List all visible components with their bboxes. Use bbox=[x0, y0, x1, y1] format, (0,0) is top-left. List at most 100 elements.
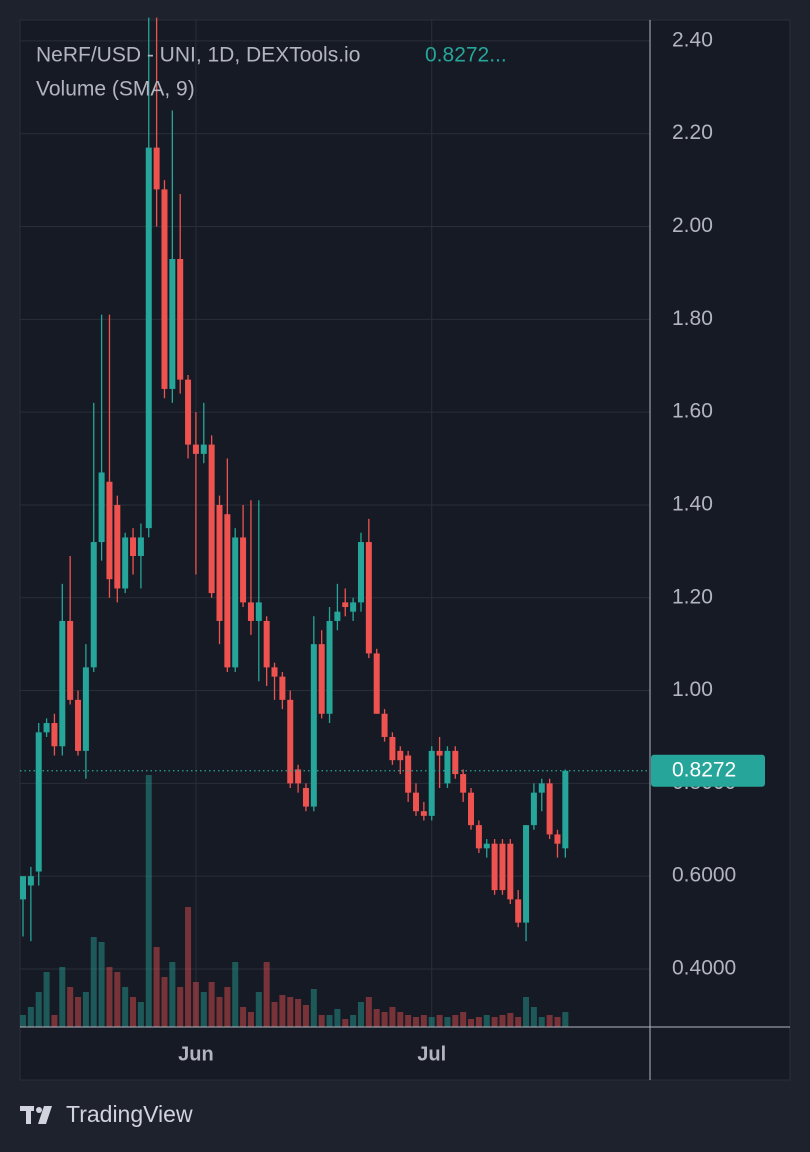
candle-body bbox=[334, 611, 341, 621]
volume-bar bbox=[334, 1009, 341, 1027]
volume-bar bbox=[405, 1015, 412, 1027]
volume-bar bbox=[302, 1005, 309, 1027]
candle-body bbox=[216, 504, 223, 621]
volume-bar bbox=[82, 992, 89, 1027]
candle-body bbox=[413, 792, 419, 812]
volume-bar bbox=[287, 997, 294, 1027]
candle-body bbox=[507, 843, 514, 900]
volume-bar bbox=[67, 987, 74, 1027]
candle-body bbox=[468, 792, 475, 826]
candle-body bbox=[475, 825, 482, 849]
candle-body bbox=[515, 899, 522, 923]
y-tick-label: 0.4000 bbox=[672, 957, 736, 980]
brand-logo bbox=[20, 1106, 52, 1124]
volume-bar bbox=[51, 1015, 58, 1027]
y-tick-label: 1.60 bbox=[672, 400, 713, 423]
candle-body bbox=[185, 379, 192, 445]
y-tick-label: 2.00 bbox=[672, 214, 713, 237]
volume-bar bbox=[271, 1002, 278, 1027]
candle-body bbox=[232, 537, 239, 668]
candle-body bbox=[546, 783, 553, 835]
candle-body bbox=[538, 783, 545, 793]
candle-body bbox=[530, 792, 537, 826]
candle-body bbox=[59, 620, 66, 747]
candle-body bbox=[523, 825, 530, 923]
volume-bar bbox=[554, 1017, 561, 1027]
candle-body bbox=[177, 258, 184, 380]
candle-body bbox=[82, 667, 89, 751]
volume-bar bbox=[491, 1017, 498, 1027]
candle-body bbox=[43, 723, 50, 733]
volume-bar bbox=[538, 1017, 545, 1027]
candle-body bbox=[27, 876, 34, 886]
volume-bar bbox=[428, 1017, 435, 1027]
y-tick-label: 2.20 bbox=[672, 121, 713, 144]
candle-body bbox=[452, 750, 459, 775]
candle-body bbox=[35, 732, 42, 872]
volume-bar bbox=[161, 977, 168, 1027]
volume-bar bbox=[240, 1007, 247, 1027]
candle-body bbox=[255, 602, 262, 621]
candle-body bbox=[67, 620, 74, 700]
candle-body bbox=[491, 843, 498, 891]
candle-body bbox=[263, 620, 270, 668]
candle-body bbox=[130, 537, 137, 556]
volume-bar bbox=[460, 1012, 467, 1027]
volume-bar bbox=[318, 1015, 325, 1027]
volume-bar bbox=[43, 972, 50, 1027]
volume-bar bbox=[468, 1019, 475, 1027]
y-tick-label: 2.40 bbox=[672, 28, 713, 51]
candle-body bbox=[460, 774, 467, 793]
brand-name: TradingView bbox=[66, 1101, 193, 1127]
volume-bar bbox=[562, 1012, 569, 1027]
candle-body bbox=[373, 653, 380, 714]
volume-label: Volume (SMA, 9) bbox=[36, 78, 195, 101]
volume-bar bbox=[255, 992, 262, 1027]
volume-bar bbox=[499, 1015, 506, 1027]
candle-body bbox=[279, 676, 286, 700]
candle-body bbox=[192, 444, 199, 454]
candle-body bbox=[200, 444, 207, 454]
volume-bar bbox=[122, 987, 129, 1027]
candle-body bbox=[169, 258, 176, 389]
volume-bar bbox=[310, 989, 317, 1027]
volume-bar bbox=[27, 1007, 34, 1027]
candle-body bbox=[114, 504, 121, 589]
volume-bar bbox=[452, 1015, 459, 1027]
volume-bar bbox=[342, 1019, 349, 1027]
volume-bar bbox=[326, 1015, 333, 1027]
x-tick-label: Jun bbox=[178, 1043, 214, 1065]
volume-bar bbox=[413, 1017, 419, 1027]
volume-bar bbox=[295, 999, 302, 1027]
volume-bar bbox=[389, 1007, 396, 1027]
volume-bar bbox=[247, 1012, 254, 1027]
y-tick-label: 1.80 bbox=[672, 307, 713, 330]
volume-bar bbox=[59, 967, 66, 1027]
volume-bar bbox=[507, 1013, 514, 1027]
volume-bar bbox=[420, 1015, 427, 1027]
volume-bar bbox=[200, 992, 207, 1027]
y-tick-label: 1.00 bbox=[672, 678, 713, 701]
candle-body bbox=[90, 542, 97, 668]
candle-body bbox=[271, 667, 278, 677]
volume-bar bbox=[208, 982, 215, 1027]
volume-bar bbox=[381, 1012, 388, 1027]
last-price-tag bbox=[651, 754, 765, 787]
volume-bar bbox=[483, 1015, 490, 1027]
volume-bar bbox=[373, 1009, 380, 1027]
y-tick-label: 0.6000 bbox=[672, 864, 736, 887]
candle-body bbox=[499, 843, 506, 891]
volume-bar bbox=[145, 775, 152, 1027]
candle-body bbox=[153, 147, 160, 190]
volume-bar bbox=[350, 1015, 357, 1027]
volume-bar bbox=[523, 997, 530, 1027]
candle-body bbox=[436, 750, 443, 756]
candle-body bbox=[405, 755, 412, 793]
volume-bar bbox=[153, 947, 160, 1027]
volume-bar bbox=[444, 1017, 451, 1027]
volume-bar bbox=[90, 937, 97, 1027]
candle-body bbox=[381, 713, 388, 737]
candle-body bbox=[287, 699, 294, 784]
